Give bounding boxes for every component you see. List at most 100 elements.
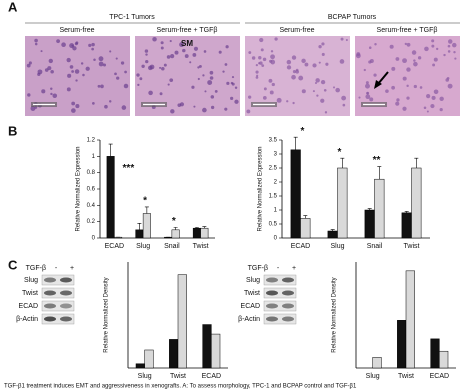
- nucleus: [82, 73, 85, 77]
- nucleus: [50, 70, 54, 74]
- nucleus: [413, 84, 417, 89]
- band: [44, 316, 56, 322]
- nucleus: [345, 39, 348, 42]
- nucleus: [406, 84, 409, 88]
- nucleus: [312, 63, 317, 68]
- nucleus: [432, 63, 436, 67]
- nucleus: [120, 61, 125, 65]
- band: [282, 303, 294, 309]
- nucleus: [148, 90, 153, 96]
- x-tick-label: Twist: [398, 373, 414, 380]
- nucleus: [170, 54, 175, 59]
- nucleus: [260, 48, 264, 52]
- y-tick-label: 0.2: [87, 219, 96, 225]
- nucleus: [37, 72, 41, 76]
- nucleus: [385, 89, 389, 93]
- x-tick-label: Slug: [138, 373, 152, 380]
- nucleus: [98, 56, 104, 62]
- nucleus: [80, 62, 84, 65]
- x-tick-label: ECAD: [105, 243, 124, 250]
- bar: [372, 357, 382, 369]
- nucleus: [301, 89, 306, 94]
- blot-row-label: β-Actin: [238, 316, 260, 323]
- nucleus: [304, 62, 309, 67]
- x-tick-label: Slug: [330, 243, 344, 250]
- nucleus: [145, 59, 149, 64]
- nucleus: [453, 50, 456, 54]
- bar: [171, 229, 180, 239]
- nucleus: [261, 64, 265, 68]
- nucleus: [445, 78, 449, 82]
- arrow-head: [374, 80, 382, 89]
- nucleus: [391, 85, 395, 90]
- nucleus: [48, 58, 53, 64]
- bar: [327, 230, 338, 239]
- arrow: [377, 71, 389, 85]
- nucleus: [166, 55, 171, 59]
- x-tick-label: ECAD: [291, 243, 310, 250]
- lane-label: -: [277, 265, 280, 272]
- bar: [169, 339, 179, 369]
- nucleus: [419, 86, 423, 89]
- nucleus: [369, 59, 374, 63]
- nucleus: [102, 63, 107, 67]
- nucleus: [163, 63, 167, 67]
- nucleus: [74, 69, 80, 74]
- condition: Serum-free + TGFβ: [157, 27, 218, 34]
- y-tick-label: 0.6: [87, 187, 96, 193]
- error-bar: [108, 143, 113, 157]
- nucleus: [321, 42, 325, 46]
- band: [44, 290, 56, 296]
- blot-strip: [263, 313, 297, 325]
- nucleus: [426, 110, 429, 113]
- nucleus: [197, 77, 200, 81]
- nucleus: [28, 61, 32, 65]
- nucleus: [323, 88, 327, 92]
- nucleus: [314, 81, 318, 85]
- band: [44, 303, 56, 309]
- error-bar: [173, 227, 178, 230]
- error-bar: [367, 208, 372, 210]
- bar: [135, 363, 145, 369]
- nucleus: [169, 39, 172, 43]
- y-tick-label: 0: [92, 236, 96, 242]
- nucleus: [315, 78, 320, 83]
- nucleus: [71, 101, 76, 106]
- bar: [337, 167, 348, 239]
- band: [266, 303, 278, 309]
- nucleus: [404, 42, 407, 46]
- nucleus: [402, 106, 407, 111]
- nucleus: [191, 85, 195, 89]
- x-tick-label: Slug: [136, 243, 150, 250]
- nucleus: [109, 100, 112, 103]
- nucleus: [116, 76, 120, 80]
- nucleus: [210, 95, 215, 99]
- nucleus: [271, 82, 275, 87]
- nucleus: [75, 104, 80, 109]
- lane-label: -: [55, 265, 58, 272]
- blot-strip: [263, 287, 297, 299]
- nucleus: [231, 76, 235, 79]
- group-title: TPC-1 Tumors: [109, 14, 155, 21]
- nucleus: [92, 102, 95, 105]
- nucleus: [447, 83, 453, 89]
- y-tick-label: 1.2: [87, 138, 96, 144]
- nucleus: [402, 76, 407, 81]
- band: [282, 277, 294, 283]
- nucleus: [259, 37, 264, 43]
- nucleus: [342, 103, 346, 107]
- blot-strip: [263, 300, 297, 312]
- nucleus: [270, 54, 275, 60]
- x-tick-label: Twist: [404, 243, 420, 250]
- nucleus: [72, 46, 77, 51]
- bar: [397, 320, 407, 369]
- blot-row-label: ECAD: [19, 303, 38, 310]
- bar: [192, 227, 201, 239]
- nucleus: [67, 73, 72, 78]
- y-tick-label: 0.5: [269, 222, 278, 228]
- nucleus: [255, 76, 259, 79]
- nucleus: [286, 65, 292, 70]
- bar: [202, 324, 212, 369]
- nucleus: [97, 84, 101, 88]
- y-tick-label: 1: [92, 154, 96, 160]
